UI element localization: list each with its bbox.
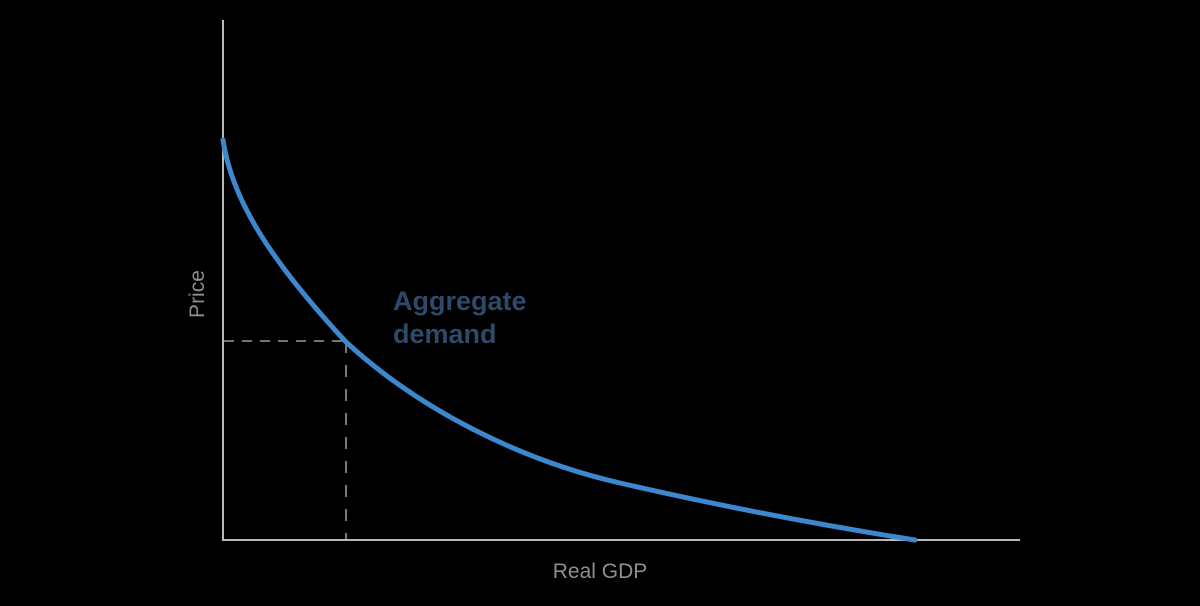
aggregate-demand-curve [220,137,918,543]
annotation-line-2: demand [393,319,497,349]
y-axis-label: Price [186,270,209,318]
curve-annotation: Aggregate demand [393,285,527,351]
annotation-line-1: Aggregate [393,286,527,316]
x-axis-label: Real GDP [552,560,648,583]
